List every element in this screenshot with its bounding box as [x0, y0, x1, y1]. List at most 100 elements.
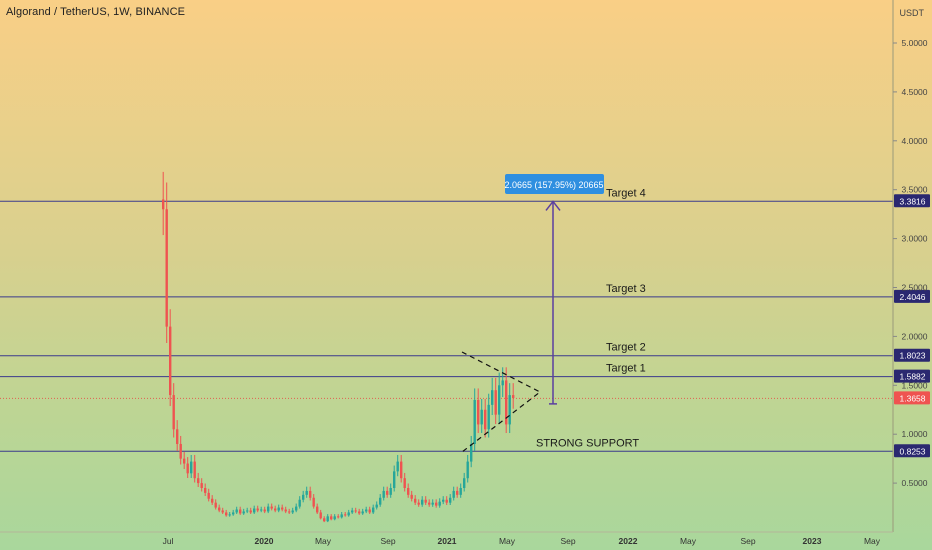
candle-body	[270, 506, 273, 509]
candle-body	[442, 499, 445, 502]
measure-label: 2.0665 (157.95%) 20665	[504, 180, 603, 190]
candle-body	[344, 514, 347, 516]
x-tick-label: May	[315, 536, 332, 546]
candle-body	[281, 507, 284, 510]
x-tick-label: May	[864, 536, 881, 546]
candle-body	[382, 490, 385, 498]
x-tick-label: Jul	[163, 536, 174, 546]
candle-body	[263, 509, 266, 512]
price-axis: 5.0000 4.5000 4.0000 3.5000 3.0000 2.5000 2.00…	[892, 0, 928, 532]
candle-body	[379, 497, 382, 505]
candle-body	[389, 487, 392, 495]
x-tick-label: 2020	[255, 536, 274, 546]
candle-body	[424, 499, 427, 503]
drawings-overlay: 2.0665 (157.95%) 20665	[461, 174, 604, 453]
measure-arrow-head	[545, 200, 561, 211]
candle-body	[298, 499, 301, 507]
candle-body	[256, 508, 259, 511]
candle-body	[396, 461, 399, 472]
candle-body	[498, 385, 501, 415]
candle-body	[340, 514, 343, 518]
candle-body	[505, 380, 508, 425]
level-tag	[894, 444, 930, 458]
triangle-pattern	[461, 351, 542, 453]
candle-body	[449, 497, 452, 503]
level-tag	[894, 289, 930, 303]
candle-body	[218, 507, 221, 511]
candle-body	[361, 511, 364, 514]
candle-body	[512, 395, 515, 399]
candle-body	[193, 461, 196, 479]
y-tick-label: 4.5000	[902, 87, 928, 97]
candle-body	[375, 504, 378, 508]
candle-body	[501, 380, 504, 386]
candle-body	[351, 510, 354, 513]
level-tag-label: 3.3816	[900, 196, 926, 206]
candle-body	[403, 478, 406, 488]
candle-body	[221, 510, 224, 513]
y-tick-label: 3.0000	[902, 234, 928, 244]
candle-body	[246, 510, 249, 512]
candle-body	[253, 508, 256, 513]
level-tag-label: 1.8023	[900, 351, 926, 361]
candle-body	[260, 509, 263, 511]
level-tag	[894, 348, 930, 362]
candle-body	[186, 463, 189, 474]
candle-body	[456, 490, 459, 495]
x-tick-label: May	[499, 536, 516, 546]
symbol-title: Algorand / TetherUS, 1W, BINANCE	[6, 6, 186, 18]
candle-body	[267, 506, 270, 512]
y-tick-label: 1.0000	[902, 429, 928, 439]
candle-body	[225, 512, 228, 516]
candle-body	[197, 478, 200, 484]
x-tick-label: 2021	[438, 536, 457, 546]
candle-body	[438, 501, 441, 506]
candle-body	[473, 399, 476, 444]
candle-body	[428, 502, 431, 505]
level-tag-label: 2.4046	[900, 292, 926, 302]
candle-body	[484, 409, 487, 430]
candle-body	[183, 458, 186, 464]
x-tick-label: Sep	[740, 536, 755, 546]
horizontal-levels: 3.3816 Target 4 2.4046 Target 3 1.8023 Target…	[0, 187, 930, 458]
current-price-label: 1.3658	[900, 393, 926, 403]
candle-body	[291, 510, 294, 513]
candle-body	[431, 502, 434, 505]
candle-body	[169, 326, 172, 396]
candle-body	[410, 494, 413, 499]
candle-body	[274, 508, 277, 511]
candle-body	[491, 390, 494, 405]
candle-body	[445, 499, 448, 503]
candlesticks	[162, 171, 515, 523]
candle-body	[284, 509, 287, 512]
candle-body	[508, 395, 511, 425]
candle-body	[477, 399, 480, 425]
candle-body	[305, 490, 308, 495]
candle-body	[333, 516, 336, 520]
candle-body	[480, 409, 483, 425]
candle-body	[179, 443, 182, 459]
candle-body	[312, 497, 315, 507]
target-label: STRONG SUPPORT	[536, 437, 639, 449]
candle-body	[204, 487, 207, 493]
candle-body	[319, 512, 322, 519]
level-tag-label: 1.5882	[900, 372, 926, 382]
x-tick-label: 2023	[803, 536, 822, 546]
candle-body	[211, 498, 214, 503]
candle-body	[302, 494, 305, 500]
candle-body	[337, 516, 340, 518]
target-label: Target 2	[606, 342, 646, 354]
candle-body	[459, 487, 462, 495]
candle-body	[242, 511, 245, 514]
candle-body	[190, 461, 193, 474]
candle-body	[354, 510, 357, 512]
y-tick-label: 1.5000	[902, 380, 928, 390]
candle-body	[326, 516, 329, 522]
candle-body	[372, 507, 375, 513]
candle-body	[487, 404, 490, 430]
candle-body	[417, 502, 420, 505]
candle-body	[368, 509, 371, 513]
candle-body	[200, 483, 203, 488]
candle-body	[358, 511, 361, 514]
